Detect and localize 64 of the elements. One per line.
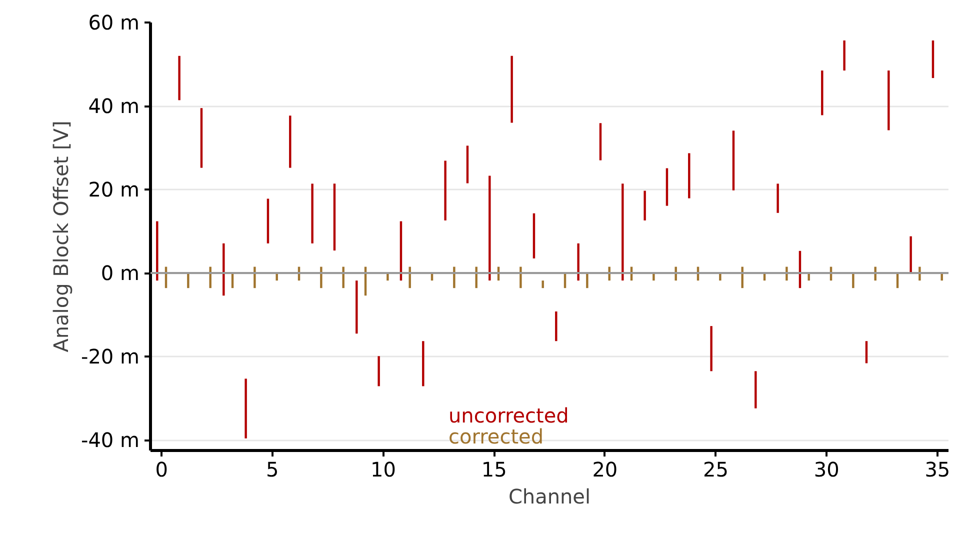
bar — [488, 176, 491, 281]
bar — [843, 40, 846, 71]
bar — [532, 213, 536, 258]
x-tick-label: 5 — [266, 458, 279, 482]
bar — [311, 184, 314, 244]
bar — [200, 108, 203, 168]
bar — [244, 378, 247, 438]
bar — [555, 311, 558, 342]
bar — [741, 266, 744, 288]
y-axis-title: Analog Block Offset [V] — [48, 120, 73, 352]
bar — [356, 280, 358, 334]
series-label: uncorrected — [448, 404, 569, 428]
bar — [622, 184, 624, 281]
bar — [666, 168, 668, 206]
x-tick-label: 15 — [481, 458, 507, 482]
bar — [888, 70, 890, 130]
bar — [910, 236, 912, 274]
y-tick-label: -40 m — [80, 428, 140, 452]
bar — [710, 326, 712, 372]
x-tick-label: 25 — [703, 458, 728, 482]
x-tick-label: 35 — [924, 458, 950, 482]
bar — [333, 184, 336, 250]
bar — [644, 190, 646, 220]
x-axis-title: Channel — [508, 484, 591, 508]
x-tick-label: 0 — [155, 458, 168, 482]
bar — [520, 266, 522, 288]
y-tick-label: 40 m — [88, 94, 140, 118]
bar — [821, 70, 824, 116]
bar — [932, 40, 934, 78]
x-tick-label: 10 — [370, 458, 396, 482]
text: corrected — [448, 424, 544, 448]
bar — [865, 341, 868, 364]
bar — [732, 130, 735, 190]
bar — [466, 146, 469, 184]
bar — [599, 123, 602, 160]
bar — [688, 153, 690, 198]
bar — [776, 184, 779, 213]
bar — [586, 273, 588, 288]
bar — [187, 273, 190, 288]
bar — [222, 243, 225, 296]
bar — [320, 266, 322, 288]
bar — [254, 266, 256, 288]
y-tick-label: 60 m — [88, 10, 140, 34]
bar — [408, 266, 411, 288]
bar — [542, 280, 544, 288]
bar — [342, 266, 344, 288]
bar — [266, 198, 270, 244]
bar — [852, 273, 854, 288]
x-tick-label: 20 — [592, 458, 618, 482]
y-tick-label: 0 m — [100, 261, 140, 286]
bar — [378, 356, 380, 386]
bar — [475, 266, 478, 288]
bar — [444, 160, 446, 220]
bar — [577, 243, 580, 281]
bar — [289, 116, 292, 168]
bar — [422, 341, 424, 386]
bar — [510, 56, 513, 123]
x-tick-label: 30 — [814, 458, 840, 482]
bar — [156, 221, 158, 281]
bar — [178, 56, 180, 100]
bar — [453, 266, 456, 288]
bar — [754, 371, 757, 408]
y-tick-label: -20 m — [80, 344, 140, 369]
y-tick-label: 20 m — [88, 178, 140, 202]
